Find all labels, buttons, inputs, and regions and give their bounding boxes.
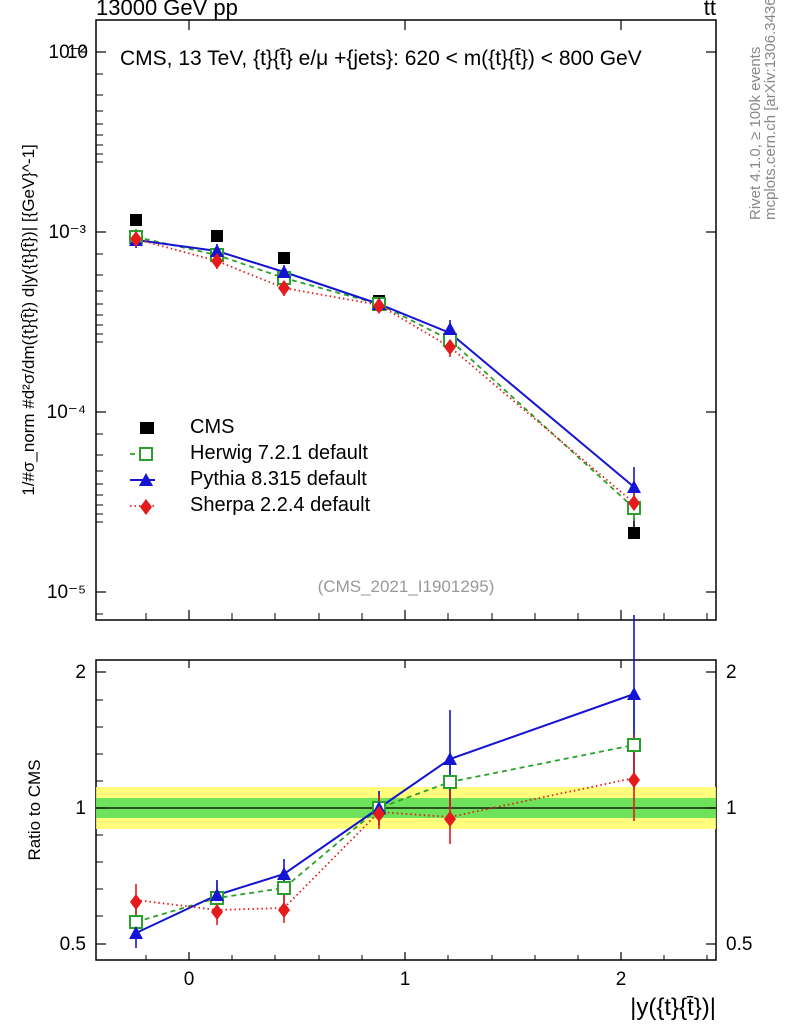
pythia-errorbars-top (136, 232, 634, 507)
ytick-1e-3: 10⁻³ (49, 222, 87, 243)
legend-marker-cms (140, 422, 154, 434)
ytick-1e-2: 10⁻² (49, 42, 87, 63)
x-axis-label: |y({t}{t̄})| (630, 994, 716, 1021)
ratio-ytick-05: 0.5 (60, 934, 86, 955)
ratio-xtick-0: 0 (184, 969, 195, 990)
top-x-minor-ticks (146, 613, 707, 620)
ratio-xtick-1: 1 (400, 969, 411, 990)
top-left-corner-label: 13000 GeV pp (96, 0, 238, 20)
legend-marker-herwig (140, 448, 152, 460)
legend-marker-sherpa (140, 499, 152, 515)
ratio-ytick-2-r: 2 (726, 662, 737, 683)
ytick-1e-5: 10⁻⁵ (47, 582, 86, 603)
header-annotation: CMS, 13 TeV, {t}{t̄} e/μ +{jets}: 620 < … (120, 47, 642, 70)
legend-label-cms: CMS (190, 416, 234, 438)
side-text-mcplots: mcplots.cern.ch [arXiv:1306.3436] (762, 0, 779, 220)
legend-label-herwig: Herwig 7.2.1 default (190, 442, 368, 464)
top-right-corner-label: t̄t (704, 0, 716, 20)
legend-label-pythia: Pythia 8.315 default (190, 468, 367, 490)
ratio-ytick-1-r: 1 (726, 798, 737, 819)
chart-root: 13000 GeV pp t̄t CMS, 13 TeV, {t}{t̄} e/… (0, 0, 786, 1024)
watermark-text: (CMS_2021_I1901295) (318, 577, 495, 596)
legend-box: CMS Herwig 7.2.1 default Pythia 8.315 de… (130, 416, 371, 516)
ytick-1e-4: 10⁻⁴ (47, 402, 86, 423)
ratio-ytick-05-r: 0.5 (726, 934, 752, 955)
top-y-minor-ticks (96, 20, 103, 614)
ratio-ytick-1: 1 (75, 798, 86, 819)
cms-markers-top[interactable] (130, 214, 640, 539)
y-axis-label-top: 1/#σ_norm #d²σ/dm({t}{t̄}) d|y({t}{t̄})|… (19, 144, 38, 496)
top-x-ticks (189, 20, 621, 620)
top-y-ticks: 10 (67, 42, 716, 592)
ratio-xtick-2: 2 (616, 969, 627, 990)
ratio-y-axis-label: Ratio to CMS (25, 759, 44, 860)
ratio-ytick-2: 2 (75, 662, 86, 683)
legend-label-sherpa: Sherpa 2.2.4 default (190, 494, 371, 516)
